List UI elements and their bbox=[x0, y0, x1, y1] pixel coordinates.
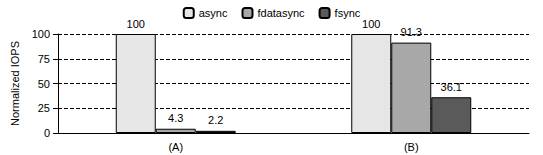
svg-text:Normalized IOPS: Normalized IOPS bbox=[9, 41, 21, 126]
svg-text:36.1: 36.1 bbox=[441, 81, 462, 93]
svg-text:100: 100 bbox=[127, 18, 145, 30]
svg-text:0: 0 bbox=[44, 127, 50, 139]
svg-text:fsync: fsync bbox=[335, 7, 361, 19]
svg-text:50: 50 bbox=[38, 78, 50, 90]
svg-text:4.3: 4.3 bbox=[168, 112, 183, 124]
svg-text:25: 25 bbox=[38, 102, 50, 114]
svg-text:75: 75 bbox=[38, 53, 50, 65]
svg-text:2.2: 2.2 bbox=[208, 114, 223, 126]
svg-text:100: 100 bbox=[32, 28, 50, 40]
svg-text:100: 100 bbox=[362, 18, 380, 30]
svg-text:(A): (A) bbox=[168, 141, 183, 153]
svg-text:async: async bbox=[199, 7, 228, 19]
svg-text:91.3: 91.3 bbox=[401, 26, 422, 38]
svg-text:(B): (B) bbox=[404, 141, 419, 153]
svg-text:fdatasync: fdatasync bbox=[257, 7, 305, 19]
